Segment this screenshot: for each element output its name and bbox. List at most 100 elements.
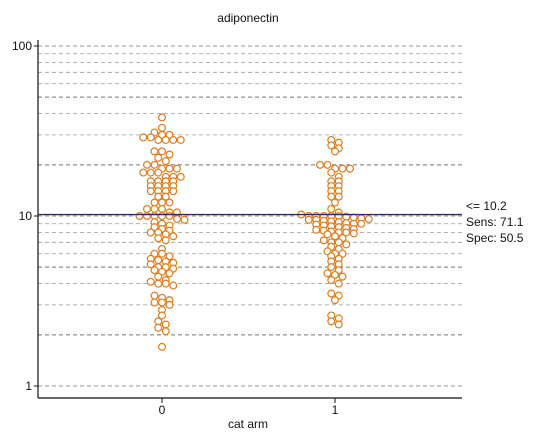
- data-point: [154, 234, 163, 243]
- data-point: [169, 281, 178, 290]
- x-axis-label: cat arm: [228, 417, 268, 431]
- data-point: [146, 277, 155, 286]
- data-point: [154, 153, 163, 162]
- data-point: [154, 168, 163, 177]
- data-point: [173, 164, 182, 173]
- data-point: [327, 192, 336, 201]
- data-point: [316, 160, 325, 169]
- data-point: [154, 192, 163, 201]
- data-point: [161, 236, 170, 245]
- y-tick-label: 10: [19, 209, 33, 223]
- data-point: [334, 238, 343, 247]
- data-point: [319, 236, 328, 245]
- data-point: [161, 327, 170, 336]
- data-point: [150, 147, 159, 156]
- data-point: [334, 279, 343, 288]
- data-point: [327, 289, 336, 298]
- data-point: [338, 272, 347, 281]
- data-point: [323, 230, 332, 239]
- data-point: [165, 150, 174, 159]
- y-tick-label: 1: [25, 379, 32, 393]
- data-point: [150, 298, 159, 307]
- data-point: [154, 135, 163, 144]
- data-point: [334, 192, 343, 201]
- data-point: [364, 215, 373, 224]
- data-point: [169, 232, 178, 241]
- data-point: [139, 168, 148, 177]
- data-point: [304, 215, 313, 224]
- data-point: [146, 168, 155, 177]
- data-point: [150, 266, 159, 275]
- data-point: [327, 141, 336, 150]
- data-point: [165, 198, 174, 207]
- data-point: [346, 164, 355, 173]
- data-point: [338, 164, 347, 173]
- grid-lines: [38, 45, 462, 387]
- data-point: [165, 164, 174, 173]
- y-tick-label: 100: [12, 39, 32, 53]
- data-points: [135, 113, 373, 351]
- data-point: [135, 212, 144, 221]
- data-point: [334, 320, 343, 329]
- data-point: [331, 296, 340, 305]
- data-point: [173, 215, 182, 224]
- data-point: [158, 198, 167, 207]
- data-point: [161, 157, 170, 166]
- data-point: [143, 204, 152, 213]
- data-point: [150, 198, 159, 207]
- data-point: [327, 317, 336, 326]
- data-point: [146, 133, 155, 142]
- x-tick-label: 0: [159, 403, 166, 417]
- data-point: [165, 252, 174, 261]
- data-point: [154, 279, 163, 288]
- data-point: [158, 298, 167, 307]
- data-point: [169, 135, 178, 144]
- data-point: [158, 249, 167, 258]
- data-point: [331, 198, 340, 207]
- data-point: [357, 219, 366, 228]
- data-point: [331, 232, 340, 241]
- axes: [37, 40, 462, 399]
- data-point: [143, 160, 152, 169]
- data-point: [161, 192, 170, 201]
- data-point: [146, 187, 155, 196]
- data-point: [158, 212, 167, 221]
- data-point: [165, 212, 174, 221]
- data-point: [161, 320, 170, 329]
- data-point: [158, 147, 167, 156]
- data-point: [312, 225, 321, 234]
- data-point: [150, 160, 159, 169]
- data-point: [154, 256, 163, 265]
- data-point: [139, 133, 148, 142]
- data-point: [165, 300, 174, 309]
- data-point: [327, 263, 336, 272]
- sensitivity-label: Sens: 71.1: [466, 215, 524, 229]
- data-point: [154, 323, 163, 332]
- y-tick-labels: 1 10 100: [12, 39, 38, 393]
- cutoff-label: <= 10.2: [466, 199, 507, 213]
- data-point: [150, 204, 159, 213]
- data-point: [323, 160, 332, 169]
- data-point: [143, 212, 152, 221]
- data-point: [169, 187, 178, 196]
- data-point: [158, 123, 167, 132]
- data-point: [154, 272, 163, 281]
- data-point: [323, 269, 332, 278]
- data-point: [146, 228, 155, 237]
- data-point: [327, 276, 336, 285]
- data-point: [342, 228, 351, 237]
- data-point: [161, 279, 170, 288]
- x-tick-label: 1: [332, 403, 339, 417]
- data-point: [180, 215, 189, 224]
- data-point: [176, 172, 185, 181]
- chart-title: adiponectin: [217, 11, 278, 25]
- data-point: [176, 135, 185, 144]
- data-point: [154, 317, 163, 326]
- data-point: [342, 240, 351, 249]
- data-point: [158, 204, 167, 213]
- data-point: [158, 342, 167, 351]
- data-point: [331, 147, 340, 156]
- data-point: [158, 113, 167, 122]
